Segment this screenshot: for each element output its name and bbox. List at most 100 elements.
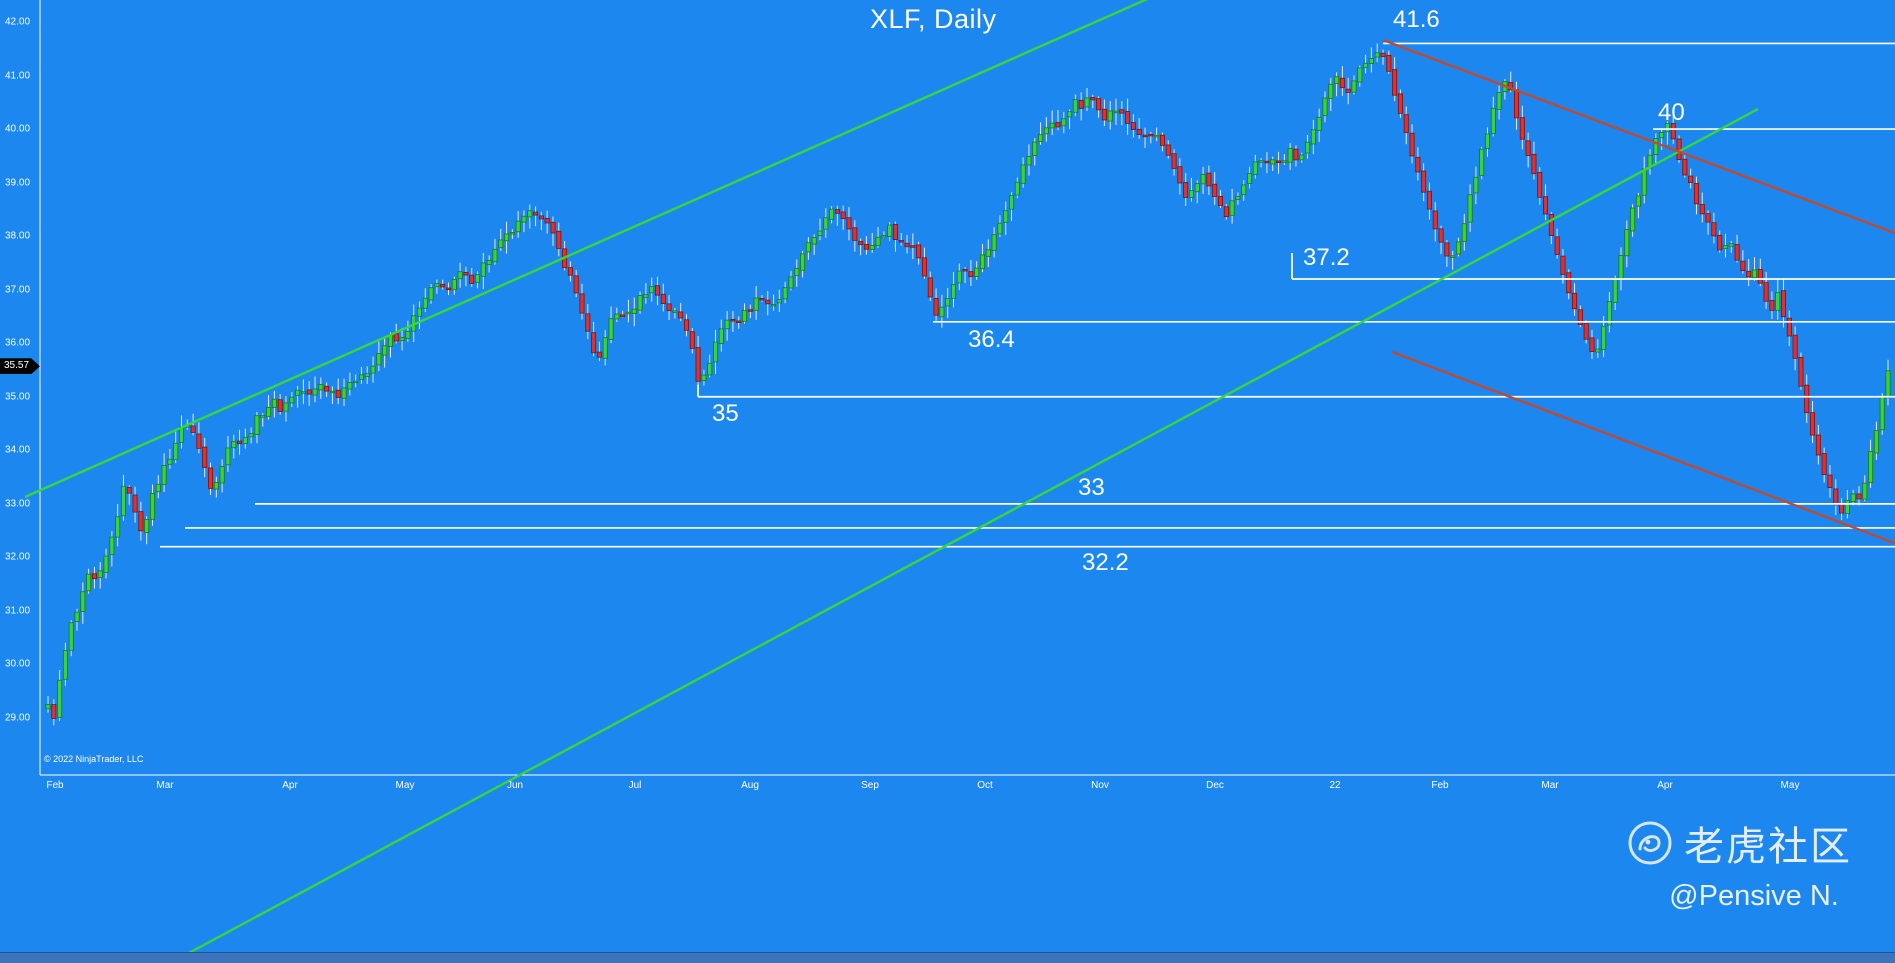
bear-channel-lower-trendline[interactable]	[1391, 350, 1895, 545]
candle	[1009, 195, 1015, 210]
candle	[1618, 254, 1624, 279]
candle	[266, 407, 272, 417]
candle	[1252, 161, 1258, 176]
candle	[347, 382, 353, 390]
candle	[1241, 184, 1247, 196]
candle	[1107, 110, 1113, 122]
bull-channel-lower-trendline[interactable]	[148, 107, 1759, 963]
time-tick-label: Apr	[282, 780, 298, 791]
candle	[1090, 97, 1096, 101]
price-tick-label: 37.00	[5, 284, 31, 296]
candle	[115, 516, 121, 538]
candle	[759, 298, 765, 301]
candle	[242, 436, 248, 445]
candle	[718, 328, 724, 344]
candle	[190, 425, 196, 433]
candle	[446, 287, 452, 291]
bull-channel-upper-trendline[interactable]	[24, 0, 1163, 499]
candle	[620, 314, 626, 317]
candle	[823, 217, 829, 230]
candle	[1833, 488, 1839, 506]
candle	[1125, 111, 1131, 124]
candle	[1055, 122, 1061, 128]
candle	[1676, 138, 1682, 160]
candle	[1722, 244, 1728, 250]
candle	[980, 254, 986, 270]
candle	[538, 215, 544, 220]
candle	[1339, 77, 1345, 89]
price-tick-label: 35.00	[5, 391, 31, 403]
candle	[318, 384, 324, 391]
candle	[579, 293, 585, 314]
candle	[660, 293, 666, 304]
time-tick-label: 22	[1329, 780, 1341, 791]
candle	[1589, 337, 1595, 352]
candle	[1595, 348, 1601, 353]
bottom-scrollbar-strip[interactable]	[0, 952, 1895, 963]
candle	[1351, 80, 1357, 93]
candle	[103, 555, 109, 573]
candle	[1624, 229, 1630, 257]
candle	[724, 319, 730, 330]
candle	[1432, 210, 1438, 230]
candle	[1751, 269, 1757, 279]
candle	[1885, 370, 1891, 399]
candle	[132, 494, 138, 513]
candle	[109, 536, 115, 556]
candle	[120, 485, 126, 517]
candle	[1792, 334, 1798, 359]
candle	[887, 224, 893, 237]
candle	[811, 237, 817, 245]
price-tick-label: 30.00	[5, 658, 31, 670]
candle	[1113, 110, 1119, 114]
candle	[753, 297, 759, 311]
candle	[1554, 236, 1560, 255]
candle	[463, 272, 469, 276]
candle	[945, 297, 951, 307]
candle	[277, 399, 283, 412]
candle	[701, 374, 707, 382]
candle	[1653, 138, 1659, 155]
candle	[1223, 206, 1229, 218]
candle	[1171, 153, 1177, 169]
candle	[1601, 325, 1607, 350]
candle	[376, 353, 382, 366]
candle	[1781, 290, 1787, 318]
copyright-text: © 2022 NinjaTrader, LLC	[44, 754, 144, 764]
candle	[167, 458, 173, 465]
candle	[405, 330, 411, 339]
candle	[393, 333, 399, 342]
candle	[1572, 292, 1578, 310]
price-tick-label: 40.00	[5, 123, 31, 135]
candle	[817, 230, 823, 237]
candle	[416, 307, 422, 317]
candle	[1299, 154, 1305, 161]
candle	[1096, 98, 1102, 111]
candle	[1310, 129, 1316, 145]
candle	[306, 389, 312, 395]
candle	[196, 433, 202, 449]
candle	[1316, 116, 1322, 131]
candle	[1305, 141, 1311, 154]
candle	[1821, 453, 1827, 475]
candle	[898, 240, 904, 243]
time-tick-label: Aug	[741, 780, 759, 791]
candle	[428, 287, 434, 301]
candle	[782, 287, 788, 300]
bear-channel-upper-trendline[interactable]	[1382, 38, 1895, 235]
candle	[161, 465, 167, 485]
candle	[1525, 140, 1531, 156]
level-label-33: 33	[1078, 474, 1105, 501]
candle	[144, 519, 150, 533]
price-tick-label: 41.00	[5, 70, 31, 82]
candle	[1119, 109, 1125, 114]
candle	[202, 446, 208, 468]
candle	[248, 433, 254, 438]
level-label-41.6: 41.6	[1393, 6, 1440, 33]
price-tick-label: 42.00	[5, 16, 31, 28]
candle	[1606, 301, 1612, 326]
candle	[1664, 123, 1670, 133]
candle	[736, 320, 742, 323]
